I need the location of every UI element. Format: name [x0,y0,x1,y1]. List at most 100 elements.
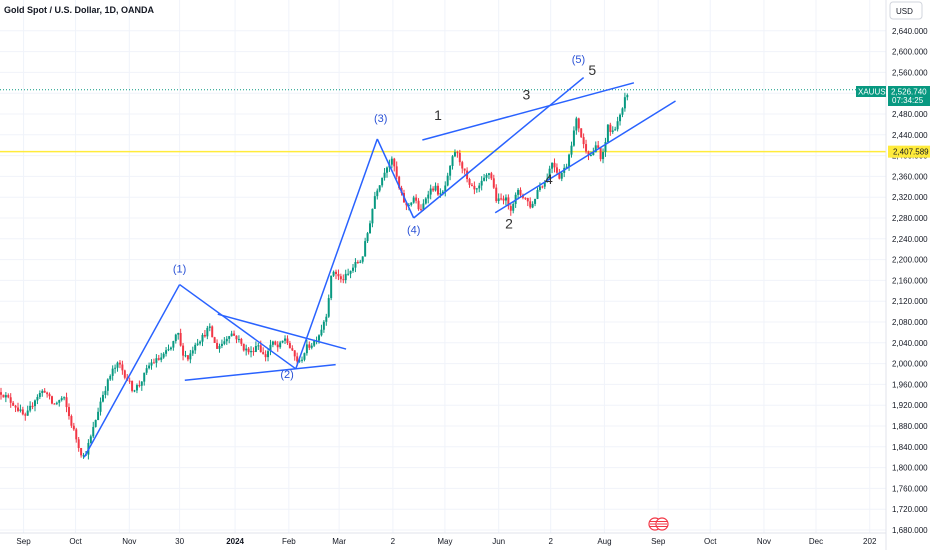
candle-body [575,118,578,131]
trend-line[interactable] [376,138,415,219]
candle-body [504,197,507,201]
candle-body [344,273,347,281]
trend-line[interactable] [413,77,585,219]
candle-body [614,129,617,131]
candle-body [41,390,44,394]
candle-body [415,197,418,201]
candle-body [225,338,228,342]
candle-body [412,197,415,203]
candle-body [361,256,364,262]
trend-line[interactable] [494,100,676,214]
candle-body [191,350,194,354]
candle-body [143,372,146,382]
candle-body [349,270,352,274]
candle-body [80,448,83,456]
candle-body [169,347,172,350]
candle-body [599,147,602,160]
wave-label: 3 [523,86,531,102]
trend-line[interactable] [422,82,635,141]
candle-body [7,395,10,398]
x-tick-label: Oct [704,537,717,546]
candle-body [291,348,294,351]
candle-body [301,359,304,361]
candle-body [160,357,163,360]
candle-body [298,360,301,362]
candle-body [444,185,447,192]
candle-body [368,223,371,234]
trend-line[interactable] [184,363,336,381]
candle-body [616,121,619,130]
candle-body [274,341,277,345]
candle-body [77,439,80,449]
candle-body [490,173,493,179]
candle-body [313,340,316,346]
last-price-tag: XAUUSD 2,526.740 07:34:25 [856,86,930,106]
candle-body [172,341,175,348]
candle-body [398,176,401,188]
candle-body [318,335,321,341]
candle-body [519,189,522,195]
wave-label: (5) [572,54,585,66]
candle-body [121,364,124,371]
candle-body [259,345,262,353]
trend-line[interactable] [295,138,378,370]
candle-body [441,191,444,194]
candle-body [240,338,243,344]
x-tick-label: Sep [16,537,31,546]
trend-line[interactable] [217,313,347,350]
candle-body [594,145,597,153]
candle-body [186,355,189,360]
candle-body [167,349,170,351]
candle-body [320,329,323,336]
candle-body [446,175,449,186]
candle-body [89,436,92,443]
candle-body [203,334,206,337]
y-tick-label: 2,160.000 [892,276,928,285]
us-flag-icon[interactable] [648,517,669,531]
currency-button[interactable]: USD [889,1,923,20]
y-tick-label: 2,000.000 [892,360,928,369]
last-price-value: 2,526.740 [891,88,927,97]
x-tick-label: 2 [391,537,396,546]
chart-grid [0,0,886,533]
trend-lines[interactable] [83,77,676,458]
candle-body [135,385,138,391]
candle-body [417,200,420,210]
candle-body [337,274,340,277]
candle-body [123,370,126,378]
candle-body [449,165,452,176]
candle-body [201,334,204,342]
candle-body [480,180,483,186]
candle-body [65,397,68,408]
candle-body [145,368,148,373]
time-axis[interactable]: Sep Oct Nov 30 2024 Feb Mar 2 May Jun 2 Aug Sep Oct No… [16,537,877,546]
y-tick-label: 2,640.000 [892,27,928,36]
candle-body [26,410,29,416]
trend-line[interactable] [83,284,181,458]
candle-body [551,162,554,169]
candle-body [308,344,311,348]
candle-body [16,407,19,411]
x-tick-label: Nov [757,537,771,546]
candle-body [148,365,151,369]
y-tick-label: 1,680.000 [892,526,928,535]
candle-body [492,178,495,188]
candle-body [177,332,180,335]
candle-body [543,182,546,187]
candle-body [424,198,427,204]
candle-body [75,429,78,440]
candle-body [184,355,187,357]
candle-body [434,185,437,191]
candles [0,92,629,460]
candle-body [211,326,214,338]
candle-body [565,166,568,168]
candle-body [339,276,342,280]
candle-body [568,154,571,167]
candle-body [555,167,558,173]
x-tick-label: May [437,537,452,546]
trend-line[interactable] [179,283,297,370]
candle-body [189,353,192,360]
candle-body [296,356,299,362]
